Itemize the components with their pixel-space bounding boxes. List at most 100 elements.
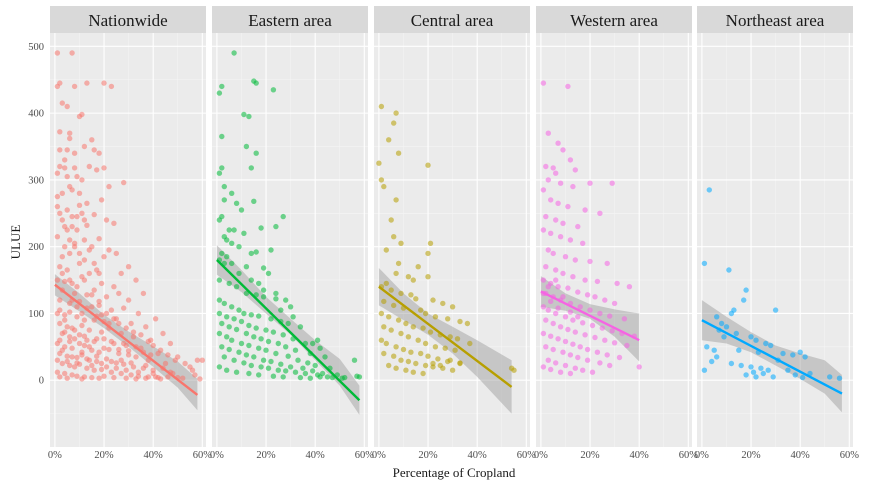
data-point xyxy=(54,357,61,363)
data-point xyxy=(393,344,399,350)
data-point xyxy=(435,356,441,362)
data-point xyxy=(71,364,78,370)
data-point xyxy=(143,375,149,381)
data-point xyxy=(57,129,63,135)
data-point xyxy=(233,369,240,375)
data-point xyxy=(216,217,223,223)
data-point xyxy=(260,357,267,363)
data-point xyxy=(711,347,717,353)
data-point xyxy=(76,113,83,120)
data-point xyxy=(101,373,107,379)
data-point xyxy=(116,350,122,357)
data-point xyxy=(263,347,269,353)
data-point xyxy=(57,307,63,313)
data-point xyxy=(545,357,551,363)
data-point xyxy=(743,287,749,293)
x-tick-label: 20% xyxy=(94,450,114,461)
data-point xyxy=(79,210,85,216)
data-point xyxy=(553,267,559,273)
data-point xyxy=(89,304,95,310)
data-point xyxy=(241,360,247,366)
data-point xyxy=(706,187,712,193)
data-point xyxy=(760,370,766,377)
data-point xyxy=(393,270,399,277)
data-point xyxy=(84,200,90,206)
data-point xyxy=(54,277,61,283)
trend-line xyxy=(54,283,199,396)
data-point xyxy=(607,313,613,319)
data-point xyxy=(753,337,759,343)
data-point xyxy=(425,250,431,257)
data-point xyxy=(540,277,547,283)
data-point xyxy=(415,264,421,270)
data-point xyxy=(420,370,426,377)
data-point xyxy=(567,352,574,358)
data-point xyxy=(57,163,63,170)
data-point xyxy=(403,320,409,327)
data-point xyxy=(543,213,549,220)
data-point xyxy=(728,310,735,317)
data-point xyxy=(270,87,277,93)
facet-panel: Western area 0% 20% 40% 60% xyxy=(534,6,698,461)
data-point xyxy=(199,357,205,363)
data-point xyxy=(772,307,779,313)
data-point xyxy=(221,183,227,190)
trend-line xyxy=(701,319,843,395)
data-point xyxy=(381,298,387,305)
data-point xyxy=(133,376,139,382)
data-point xyxy=(96,236,102,242)
data-point xyxy=(391,234,397,240)
data-point xyxy=(138,332,144,338)
data-point xyxy=(260,287,267,293)
data-point xyxy=(748,364,754,370)
data-point xyxy=(103,356,110,362)
data-point xyxy=(543,163,549,170)
data-point xyxy=(96,298,102,305)
data-point xyxy=(216,310,223,317)
data-point xyxy=(241,111,247,118)
data-point xyxy=(275,367,281,373)
x-tick-label: 40% xyxy=(306,450,326,461)
data-point xyxy=(310,340,316,347)
data-point xyxy=(270,329,277,335)
data-point xyxy=(580,320,586,326)
data-point xyxy=(246,342,252,349)
data-point xyxy=(61,157,68,163)
data-point xyxy=(577,344,583,350)
data-point xyxy=(565,285,571,291)
data-point xyxy=(81,333,88,339)
data-point xyxy=(616,354,623,361)
data-point xyxy=(224,334,230,340)
data-point xyxy=(54,83,61,90)
data-point xyxy=(609,180,615,186)
data-point xyxy=(216,364,223,370)
data-point xyxy=(98,329,105,335)
data-point xyxy=(57,147,63,153)
data-point xyxy=(64,353,70,359)
data-point xyxy=(273,350,279,357)
data-point xyxy=(560,147,566,153)
data-point xyxy=(96,302,102,309)
data-point xyxy=(74,227,80,233)
data-point xyxy=(799,374,806,381)
data-point xyxy=(64,267,70,273)
data-point xyxy=(550,165,556,171)
data-point xyxy=(587,258,593,265)
data-point xyxy=(437,362,443,369)
data-point xyxy=(604,260,610,267)
data-point xyxy=(283,368,289,374)
data-point xyxy=(425,353,431,359)
trend-line xyxy=(378,285,513,388)
data-point xyxy=(584,357,591,363)
data-point xyxy=(748,334,754,340)
data-point xyxy=(557,324,564,330)
data-point xyxy=(71,150,78,156)
data-point xyxy=(432,314,439,320)
data-point xyxy=(287,304,294,310)
data-point xyxy=(614,280,620,287)
data-point xyxy=(111,374,117,381)
data-point xyxy=(562,362,569,369)
data-point xyxy=(226,280,232,287)
data-point xyxy=(130,364,137,370)
data-point xyxy=(726,267,732,273)
